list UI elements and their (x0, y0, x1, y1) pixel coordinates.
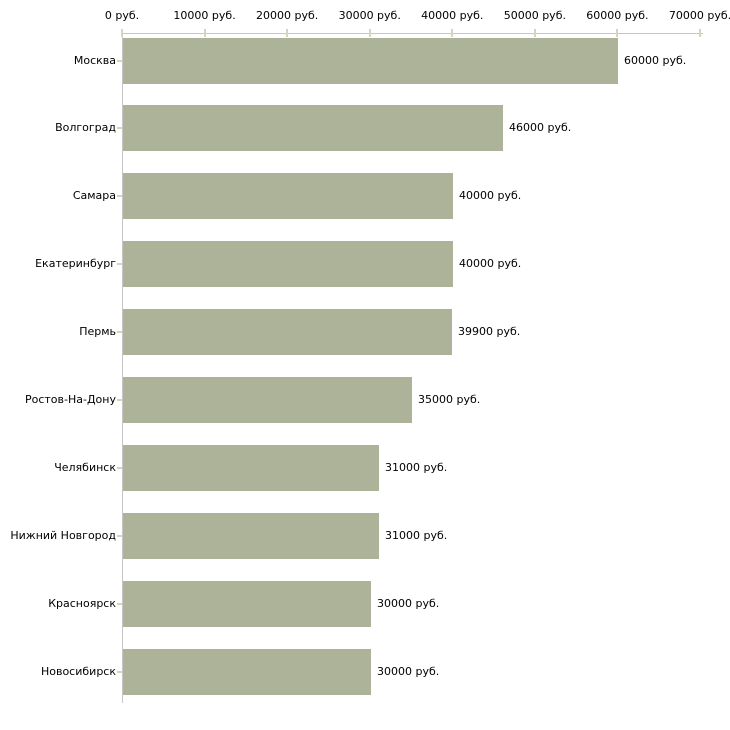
y-axis-tick-mark (117, 670, 122, 673)
y-axis-tick-mark (117, 195, 122, 198)
x-axis-tick-mark (616, 29, 619, 37)
x-axis-tick-label: 0 руб. (104, 9, 140, 22)
x-axis-tick-mark (203, 29, 206, 37)
x-axis-tick-mark (368, 29, 371, 37)
value-label: 31000 руб. (385, 528, 448, 542)
value-label: 35000 руб. (418, 393, 481, 406)
category-label: Москва (73, 53, 116, 67)
category-label: Ростов-На-Дону (24, 393, 116, 406)
category-label: Самара (72, 189, 116, 203)
y-axis-tick-mark (117, 602, 122, 605)
x-axis-tick-label: 70000 руб. (668, 9, 730, 22)
bar (123, 309, 452, 355)
x-axis-tick-label: 60000 руб. (586, 9, 649, 22)
bar (123, 445, 379, 491)
value-label: 39900 руб. (458, 325, 521, 339)
y-axis-tick-mark (117, 59, 122, 62)
value-label: 31000 руб. (385, 460, 448, 474)
x-axis-tick-label: 10000 руб. (173, 9, 236, 22)
x-axis-tick-label: 20000 руб. (256, 9, 319, 22)
bar (123, 173, 453, 219)
y-axis-tick-mark (117, 534, 122, 537)
bar (123, 241, 453, 287)
x-axis-tick-mark (121, 29, 123, 37)
value-label: 60000 руб. (624, 53, 687, 67)
x-axis-tick-mark (451, 29, 454, 37)
y-axis-tick-mark (117, 263, 122, 266)
value-label: 30000 руб. (377, 596, 440, 610)
y-axis-tick-mark (117, 466, 122, 469)
value-label: 40000 руб. (459, 257, 522, 271)
value-label: 40000 руб. (459, 189, 522, 203)
x-axis-tick-label: 30000 руб. (338, 9, 401, 22)
bar (123, 377, 412, 423)
value-label: 46000 руб. (509, 121, 572, 135)
y-axis-line (122, 33, 123, 703)
bar (123, 105, 503, 151)
y-axis-tick-mark (117, 127, 122, 130)
bar (123, 581, 371, 627)
y-axis-tick-mark (117, 399, 122, 401)
x-axis-tick-mark (286, 29, 289, 37)
x-axis-tick-label: 50000 руб. (503, 9, 566, 22)
value-label: 30000 руб. (377, 664, 440, 678)
bar (123, 649, 371, 695)
bar (123, 513, 379, 559)
category-label: Челябинск (54, 460, 116, 474)
x-axis-tick-label: 40000 руб. (421, 9, 484, 22)
bar (123, 38, 618, 84)
x-axis-tick-mark (699, 29, 701, 37)
x-axis-line (122, 33, 703, 34)
y-axis-tick-mark (117, 331, 122, 334)
category-label: Новосибирск (40, 664, 116, 678)
category-label: Красноярск (48, 596, 116, 610)
x-axis-tick-mark (533, 29, 536, 37)
category-label: Волгоград (55, 121, 116, 135)
category-label: Пермь (79, 325, 116, 339)
category-label: Нижний Новгород (10, 528, 116, 542)
category-label: Екатеринбург (35, 257, 116, 271)
